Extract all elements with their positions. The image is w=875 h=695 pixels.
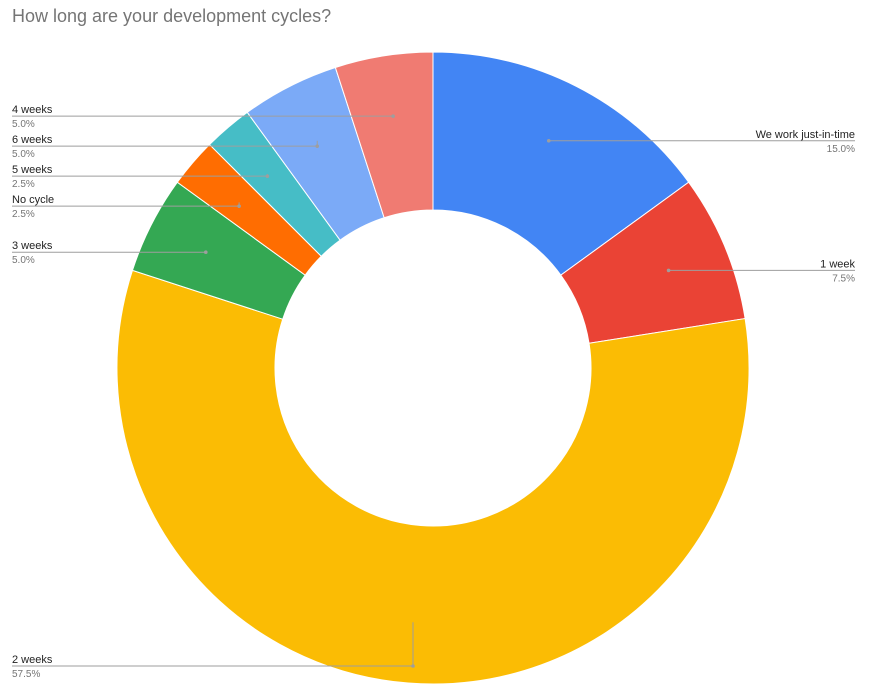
leader-dot-6-weeks <box>315 144 320 148</box>
chart-title: How long are your development cycles? <box>12 6 332 26</box>
slice-label-6-weeks: 6 weeks <box>12 134 53 146</box>
slice-label-2-weeks: 2 weeks <box>12 654 53 666</box>
slice-label-no-cycle: No cycle <box>12 194 54 206</box>
slice-percent-2-weeks: 57.5% <box>12 669 40 680</box>
slice-percent-1-week: 7.5% <box>832 273 855 284</box>
slice-percent-5-weeks: 2.5% <box>12 179 35 190</box>
leader-dot-we-work-just-in-time <box>546 138 551 143</box>
slice-label-3-weeks: 3 weeks <box>12 240 53 252</box>
leader-dot-no-cycle <box>237 204 241 208</box>
slice-percent-no-cycle: 2.5% <box>12 209 35 220</box>
slices-group <box>116 51 750 685</box>
slice-label-5-weeks: 5 weeks <box>12 164 53 176</box>
slice-percent-3-weeks: 5.0% <box>12 255 35 266</box>
leader-dot-2-weeks <box>411 664 415 668</box>
leader-dot-4-weeks <box>391 114 395 118</box>
slice-4-weeks <box>334 51 434 219</box>
labels-group: We work just-in-time 15.0% 1 week 7.5% 2 wee… <box>12 104 855 680</box>
slice-percent-6-weeks: 5.0% <box>12 149 35 160</box>
leader-dot-1-week <box>666 268 671 273</box>
slice-2-weeks <box>116 269 750 685</box>
slice-label-1-week: 1 week <box>820 258 855 270</box>
slice-percent-we-work-just-in-time: 15.0% <box>827 144 855 155</box>
leader-dot-5-weeks <box>265 174 270 178</box>
slice-we-work-just-in-time <box>432 51 690 276</box>
slice-label-we-work-just-in-time: We work just-in-time <box>756 129 855 141</box>
slice-label-4-weeks: 4 weeks <box>12 104 53 116</box>
slice-percent-4-weeks: 5.0% <box>12 119 35 130</box>
leader-dot-3-weeks <box>203 250 208 255</box>
leader-lines-group <box>12 114 855 668</box>
